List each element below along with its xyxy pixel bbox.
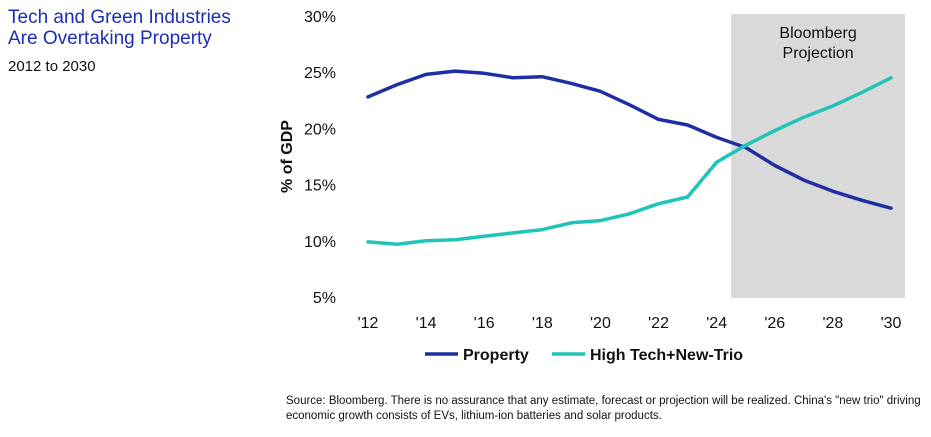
x-tick-label: '30 <box>881 315 902 332</box>
y-tick-label: 30% <box>304 9 336 26</box>
x-tick-label: '28 <box>822 315 843 332</box>
y-tick-label: 15% <box>304 178 336 195</box>
source-note: Source: Bloomberg. There is no assurance… <box>286 395 921 422</box>
series-line-high-tech-new-trio <box>366 76 893 246</box>
y-tick-label: 10% <box>304 234 336 251</box>
x-tick-label: '16 <box>474 315 495 332</box>
chart-title: Tech and Green Industries Are Overtaking… <box>8 7 231 49</box>
chart-subtitle: 2012 to 2030 <box>8 58 96 75</box>
legend-label-high-tech-new-trio: High Tech+New-Trio <box>590 347 743 364</box>
y-tick-label: 5% <box>313 290 336 307</box>
x-tick-label: '18 <box>532 315 553 332</box>
x-tick-label: '26 <box>764 315 785 332</box>
x-tick-label: '24 <box>706 315 727 332</box>
x-tick-label: '12 <box>358 315 379 332</box>
y-tick-label: 25% <box>304 65 336 82</box>
x-tick-label: '22 <box>648 315 669 332</box>
y-tick-label: 20% <box>304 121 336 138</box>
legend-label-property: Property <box>463 347 529 364</box>
series-line-property <box>366 69 893 210</box>
y-axis-title: % of GDP <box>279 120 296 193</box>
projection-label-line1: Bloomberg <box>779 25 856 42</box>
projection-label-line2: Projection <box>783 45 854 62</box>
x-tick-label: '14 <box>416 315 437 332</box>
x-tick-label: '20 <box>590 315 611 332</box>
